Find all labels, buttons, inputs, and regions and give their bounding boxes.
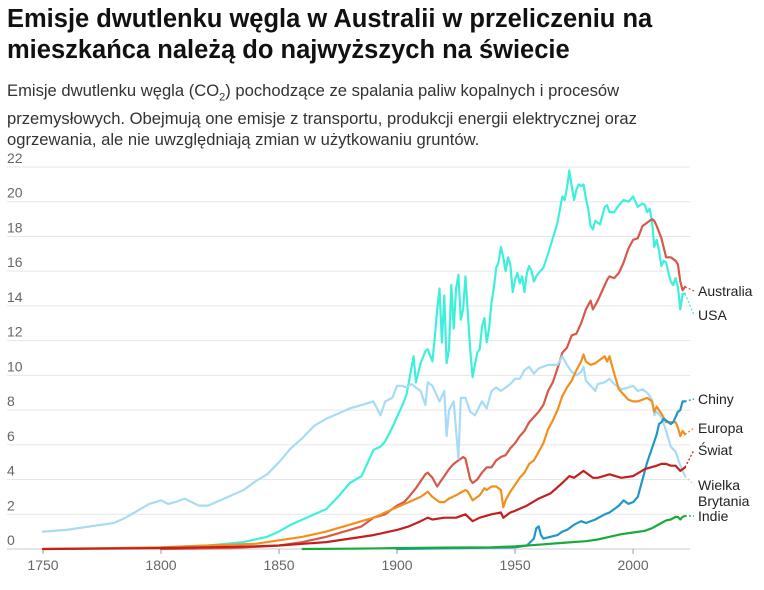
y-tick-label-22: 22	[7, 150, 23, 166]
series-connector-chiny	[684, 398, 695, 403]
chart-title: Emisje dwutlenku węgla w Australii w prz…	[7, 4, 747, 66]
series-line-australia	[159, 218, 687, 551]
y-tick-label-14: 14	[7, 289, 23, 305]
series-label-indie: Indie	[698, 508, 729, 524]
y-tick-label-16: 16	[7, 254, 23, 270]
series-connector-europa	[684, 427, 695, 435]
series-label-wielka-brytania-1: Brytania	[698, 493, 750, 509]
series-line-usa	[159, 169, 687, 549]
series-line-europa	[41, 353, 687, 551]
gridlines	[7, 166, 690, 550]
series-line-indie	[301, 514, 687, 551]
subtitle-line-1-post: ) pochodzące ze spalania paliw kopalnych…	[225, 81, 620, 100]
y-axis-ticks: 0 2 4 6 8 10 12 14 16 18 20 22	[7, 150, 23, 548]
series-connector-usa	[684, 293, 695, 316]
series-label-europa: Europa	[698, 420, 743, 436]
x-tick-label-1850: 1850	[263, 557, 294, 573]
series-connector-australia	[684, 286, 695, 292]
x-tick-label-1950: 1950	[499, 557, 530, 573]
y-tick-label-18: 18	[7, 219, 23, 235]
series-connector-wielka-brytania	[684, 475, 695, 486]
x-tick-label-1750: 1750	[27, 557, 58, 573]
series-label-usa: USA	[698, 307, 727, 323]
series-label-świat: Świat	[698, 441, 732, 458]
subtitle-subscript: 2	[219, 91, 226, 104]
x-tick-label-1800: 1800	[145, 557, 176, 573]
series-label-wielka-brytania-0: Wielka	[698, 477, 740, 493]
y-tick-label-8: 8	[7, 393, 15, 409]
y-tick-label-0: 0	[7, 532, 15, 548]
series-label-australia: Australia	[698, 283, 753, 299]
y-tick-label-12: 12	[7, 324, 23, 340]
y-tick-label-2: 2	[7, 497, 15, 513]
y-tick-label-20: 20	[7, 185, 23, 201]
series-line-chiny	[395, 400, 687, 551]
series-line-świat	[41, 462, 687, 551]
subtitle-line-3: ogrzewania, ale nie uwzględniają zmian w…	[7, 130, 480, 150]
y-tick-label-10: 10	[7, 358, 23, 374]
subtitle-line-2: przemysłowych. Obejmują one emisje z tra…	[7, 109, 637, 129]
series-label-chiny: Chiny	[698, 391, 734, 407]
subtitle-line-1-pre: Emisje dwutlenku węgla (CO	[7, 81, 220, 100]
y-tick-label-4: 4	[7, 463, 15, 479]
chart-title-line-2: mieszkańca należą do najwyższych na świe…	[7, 36, 570, 64]
y-tick-label-6: 6	[7, 428, 15, 444]
x-tick-label-1900: 1900	[381, 557, 412, 573]
chart-title-line-1: Emisje dwutlenku węgla w Australii w prz…	[7, 5, 653, 33]
x-axis-ticks: 1750 1800 1850 1900 1950 2000	[27, 549, 649, 573]
series-lines	[41, 169, 695, 551]
chart-subtitle: Emisje dwutlenku węgla (CO2) pochodzące …	[7, 80, 747, 150]
series-line-wielka-brytania	[41, 355, 687, 533]
series-connector-świat	[684, 449, 695, 468]
x-tick-label-2000: 2000	[617, 557, 648, 573]
